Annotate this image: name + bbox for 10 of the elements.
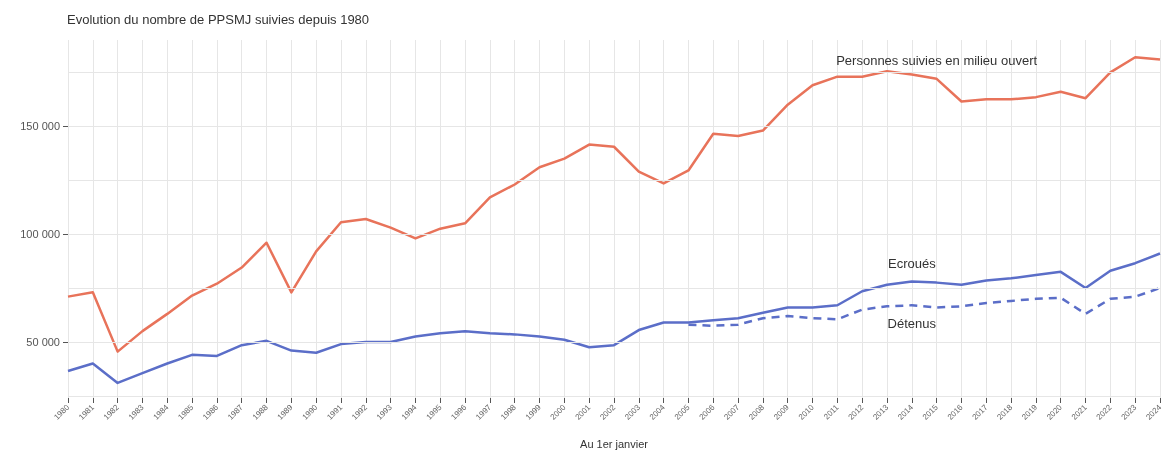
y-tick-label: 100 000 [20,228,60,241]
series-label: Personnes suivies en milieu ouvert [836,52,1038,68]
series-label: Ecroués [887,255,937,271]
x-axis-title: Au 1er janvier [580,437,649,450]
line-series [66,56,1162,353]
y-tick-label: 150 000 [20,120,60,133]
chart-title: Evolution du nombre de PPSMJ suivies depuis 1980 [67,12,370,27]
series-label: Détenus [887,316,937,332]
line-series [66,252,1162,385]
y-tick-label: 50 000 [26,335,60,348]
